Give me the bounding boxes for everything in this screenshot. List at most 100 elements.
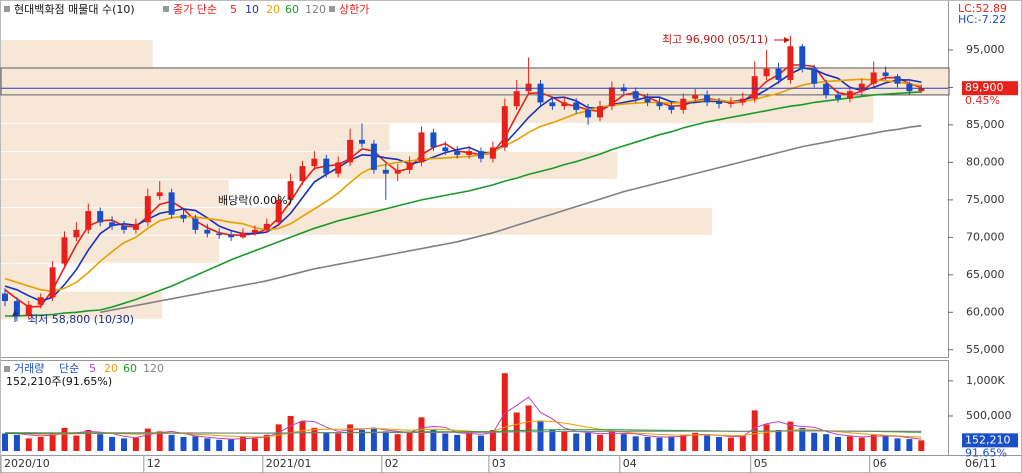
candle-body [13, 301, 20, 317]
candle-body [751, 76, 758, 99]
candle-body [323, 158, 330, 174]
volume-bar [692, 432, 699, 451]
candle-body [537, 83, 544, 103]
y-tick-label: 1,000K [966, 374, 1005, 387]
candle-body [906, 83, 913, 92]
candle-body [299, 166, 306, 182]
candle-body [359, 139, 365, 144]
candle-body [620, 87, 627, 92]
candle-body [204, 229, 211, 234]
chart-title: 현대백화점 매물대 수(10) [14, 3, 135, 16]
last-volume-label: 152,210 [965, 433, 1011, 446]
candle-body [775, 68, 782, 80]
candle-body [287, 181, 294, 200]
candle-body [811, 68, 818, 84]
candle-body [240, 232, 246, 238]
legend-square [163, 6, 169, 12]
volume-bar [73, 435, 80, 451]
candle-body [573, 102, 580, 110]
volume-bar [49, 432, 56, 451]
volume-bar [549, 429, 556, 451]
volume-bar [251, 438, 258, 451]
legend-entry: 5 [230, 3, 237, 16]
volume-bar [644, 436, 651, 451]
last-date: 06/11 [965, 457, 997, 470]
annotation-high: 최고 96,900 (05/11) [662, 33, 768, 46]
candle-body [311, 158, 318, 167]
y-tick-label: 85,000 [966, 118, 1005, 131]
x-tick-label: 05 [754, 457, 768, 470]
volume-bar [216, 439, 223, 451]
volume-bar [168, 434, 175, 451]
candle-body [692, 94, 699, 99]
candle-body [656, 102, 663, 107]
candle-body [918, 88, 925, 92]
legend-entry: 20 [104, 362, 118, 375]
volume-bar [13, 434, 20, 451]
candle-body [882, 72, 889, 77]
legend-entry: 20 [266, 3, 280, 16]
candle-body [870, 72, 877, 84]
last-volume-box [962, 433, 1018, 448]
volume-bar [537, 421, 544, 451]
candle-body [739, 98, 746, 103]
volume-bar [775, 429, 782, 451]
candle-body [442, 147, 449, 152]
candle-body [644, 98, 651, 103]
annotation-dividend: 배당락(0.00%) [218, 194, 292, 207]
volume-bar [466, 432, 473, 451]
volume-bar [180, 436, 187, 451]
annotation-low: 최저 58,800 (10/30) [28, 313, 134, 326]
volume-bar [382, 431, 389, 451]
volume-bar [823, 434, 830, 451]
volume-bar [263, 434, 270, 451]
volume-bar [347, 424, 354, 451]
volume-bar [608, 431, 615, 451]
annotation-arrowhead [12, 310, 18, 316]
candle-body [394, 169, 401, 174]
volume-bar [858, 437, 865, 451]
volume-bar [37, 436, 44, 451]
volume-bar [2, 433, 8, 451]
y-tick-label: 55,000 [966, 343, 1005, 356]
volume-ma-line [5, 430, 922, 434]
volume-bar [359, 429, 365, 451]
candle-body [347, 139, 354, 163]
volume-bar [85, 429, 92, 451]
plot-layer: 55,000 60,000 65,000 70,000 75,000 80,000 85,0… [0, 35, 1012, 473]
volume-bar [525, 405, 532, 451]
volume-bar [204, 438, 211, 451]
legend-title: 종가 단순 [173, 3, 217, 16]
volume-bar [846, 436, 853, 451]
legend-square [4, 6, 10, 12]
volume-bar [870, 434, 877, 451]
candle-body [823, 83, 830, 95]
candle-body [716, 102, 722, 104]
volume-bar [656, 437, 663, 451]
volume-profile-bar [1, 39, 153, 67]
ma-line [4, 64, 922, 308]
lc-label: LC:52.89 [958, 2, 1007, 15]
legend-square [329, 6, 335, 12]
volume-bar [716, 436, 722, 451]
candle-body [858, 83, 865, 92]
volume-bar [192, 436, 199, 451]
candle-body [478, 151, 484, 159]
candle-body [513, 91, 520, 107]
y-tick-label: 65,000 [966, 268, 1005, 281]
last-volume-change: 91.65% [965, 446, 1007, 459]
volume-bar [680, 434, 687, 451]
volume-profile-bar [0, 67, 950, 96]
volume-bar [109, 436, 116, 451]
volume-bar [275, 424, 282, 451]
y-tick-label: 70,000 [966, 230, 1005, 243]
candle-body [263, 223, 270, 230]
candle-body [549, 102, 556, 107]
volume-title: 거래량 [14, 362, 44, 375]
candle-body [109, 222, 116, 227]
volume-bar [61, 427, 68, 451]
candle-body [275, 199, 282, 223]
volume-bar [632, 436, 639, 451]
volume-legend-title: 단순 [59, 362, 79, 375]
